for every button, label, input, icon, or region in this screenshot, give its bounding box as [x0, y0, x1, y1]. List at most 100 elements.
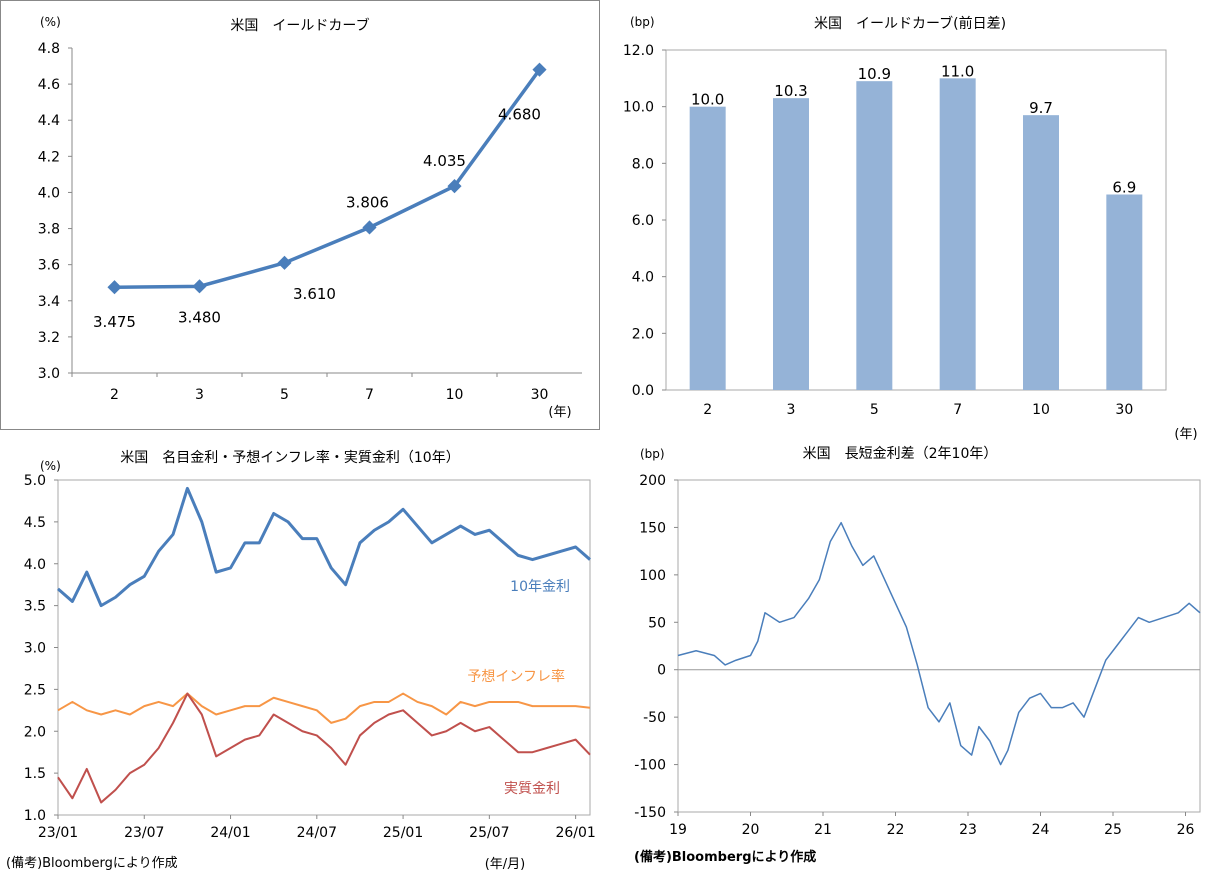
y-axis-unit: (%): [40, 459, 61, 473]
y-tick-label: 50: [648, 615, 666, 631]
x-tick-label: 23/01: [38, 825, 78, 841]
data-point-marker: [107, 280, 122, 295]
x-tick-label: 19: [669, 822, 687, 838]
y-tick-label: 4.4: [38, 113, 60, 129]
y-tick-label: 12.0: [623, 43, 654, 59]
x-axis-unit: (年): [548, 405, 571, 420]
series-label: 実質金利: [504, 781, 560, 797]
data-label: 3.806: [346, 193, 389, 211]
x-tick-label: 23/07: [124, 825, 164, 841]
y-tick-label: 4.0: [632, 270, 654, 286]
y-tick-label: 4.0: [38, 185, 60, 201]
plot-area: [0, 0, 600, 430]
x-axis-unit: (年): [1174, 427, 1197, 440]
bar: [1106, 194, 1143, 390]
chart-title: 米国 イールドカーブ: [230, 17, 369, 34]
data-point-marker: [532, 62, 547, 77]
chart-title: 米国 名目金利・予想インフレ率・実質金利（10年）: [120, 449, 459, 466]
x-tick-label: 2: [110, 387, 119, 403]
y-tick-label: 5.0: [24, 473, 46, 489]
y-axis-unit: (%): [40, 15, 61, 29]
chart-title: 米国 イールドカーブ(前日差): [814, 15, 1006, 32]
x-tick-label: 26/01: [555, 825, 595, 841]
x-tick-label: 20: [742, 822, 760, 838]
x-tick-label: 25/01: [383, 825, 423, 841]
x-tick-label: 10: [446, 387, 464, 403]
data-point-marker: [192, 279, 207, 294]
y-tick-label: 2.0: [632, 326, 654, 342]
x-tick-label: 5: [280, 387, 289, 403]
data-label: 3.480: [178, 308, 221, 326]
chart-yield-change: 米国 イールドカーブ(前日差) (bp) (年) 0.0 2.0 4.0 6.0 8.0 10.…: [600, 0, 1222, 442]
x-tick-label: 7: [365, 387, 374, 403]
x-axis-unit: (年/月): [485, 857, 526, 872]
plot-area: [57, 479, 591, 816]
x-tick-label: 21: [814, 822, 832, 838]
series-label: 10年金利: [510, 579, 570, 595]
bar: [1023, 115, 1059, 391]
y-tick-label: 150: [639, 520, 666, 536]
data-label: 11.0: [941, 62, 974, 80]
chart-term-spread: 米国 長短金利差（2年10年） (bp) -150 -100 -50 0 50 100 150 2…: [600, 440, 1222, 885]
x-tick-label: 24: [1032, 822, 1050, 838]
data-label: 3.475: [93, 313, 136, 331]
y-tick-label: 2.5: [24, 682, 46, 698]
x-tick-label: 3: [787, 402, 796, 418]
rates-inflation-svg: 米国 名目金利・予想インフレ率・実質金利（10年） (%) (年/月) 1.0 1.5 2…: [24, 449, 596, 872]
bar: [939, 78, 976, 390]
series-label: 予想インフレ率: [467, 668, 565, 685]
data-label: 4.680: [498, 106, 541, 124]
data-label: 10.3: [774, 82, 807, 100]
data-label: 10.9: [858, 65, 891, 83]
bar: [856, 81, 893, 391]
y-tick-label: 3.4: [38, 294, 60, 310]
x-tick-label: 10: [1032, 402, 1050, 418]
bar: [689, 106, 726, 391]
data-point-marker: [277, 255, 292, 270]
x-tick-label: 2: [703, 402, 712, 418]
x-tick-label: 25: [1104, 822, 1122, 838]
y-tick-label: -100: [634, 758, 666, 774]
x-tick-label: 23: [959, 822, 977, 838]
y-tick-label: 3.5: [24, 599, 46, 615]
chart-yield-curve: 米国 イールドカーブ (%) (年) 3.0 3.2 3.4 3.6 3.8 4.0 4.2 4.4…: [0, 0, 600, 430]
y-tick-label: 10.0: [623, 100, 654, 116]
x-tick-label: 22: [887, 822, 905, 838]
y-tick-label: 4.6: [38, 77, 60, 93]
x-tick-label: 30: [531, 387, 549, 403]
x-tick-label: 25/07: [469, 825, 509, 841]
x-tick-label: 3: [195, 387, 204, 403]
y-tick-label: 3.0: [38, 366, 60, 382]
y-tick-label: 100: [639, 568, 666, 584]
plot-area: [665, 49, 1167, 391]
data-label: 6.9: [1112, 179, 1136, 197]
y-tick-label: 3.2: [38, 330, 60, 346]
y-tick-label: 8.0: [632, 156, 654, 172]
data-point-marker: [447, 179, 462, 194]
y-tick-label: 4.5: [24, 515, 46, 531]
bar: [773, 98, 809, 391]
chart-title: 米国 長短金利差（2年10年）: [803, 446, 998, 462]
x-tick-label: 5: [870, 402, 879, 418]
x-tick-label: 26: [1177, 822, 1195, 838]
series-line: [57, 692, 591, 724]
data-label: 9.7: [1029, 99, 1053, 117]
data-label: 3.610: [293, 285, 336, 303]
x-tick-label: 7: [953, 402, 962, 418]
chart-rates-inflation: 米国 名目金利・予想インフレ率・実質金利（10年） (%) (年/月) 1.0 1.5 2…: [0, 440, 600, 885]
series-line: [57, 486, 591, 608]
y-tick-label: 3.6: [38, 258, 60, 274]
x-tick-label: 24/07: [297, 825, 337, 841]
y-tick-label: 6.0: [632, 213, 654, 229]
series-line: [677, 521, 1201, 766]
y-tick-label: 4.0: [24, 557, 46, 573]
y-axis-unit: (bp): [640, 447, 665, 461]
yield-curve-svg: 米国 イールドカーブ (%) (年) 3.0 3.2 3.4 3.6 3.8 4.0 4.2 4.4…: [0, 0, 600, 430]
x-tick-label: 30: [1115, 402, 1133, 418]
y-tick-label: 1.5: [24, 766, 46, 782]
y-axis-unit: (bp): [630, 15, 655, 29]
plot-area: [677, 479, 1201, 813]
yield-change-svg: 米国 イールドカーブ(前日差) (bp) (年) 0.0 2.0 4.0 6.0 8.0 10.…: [623, 15, 1198, 442]
series-line: [57, 692, 591, 804]
y-tick-label: 4.2: [38, 149, 60, 165]
